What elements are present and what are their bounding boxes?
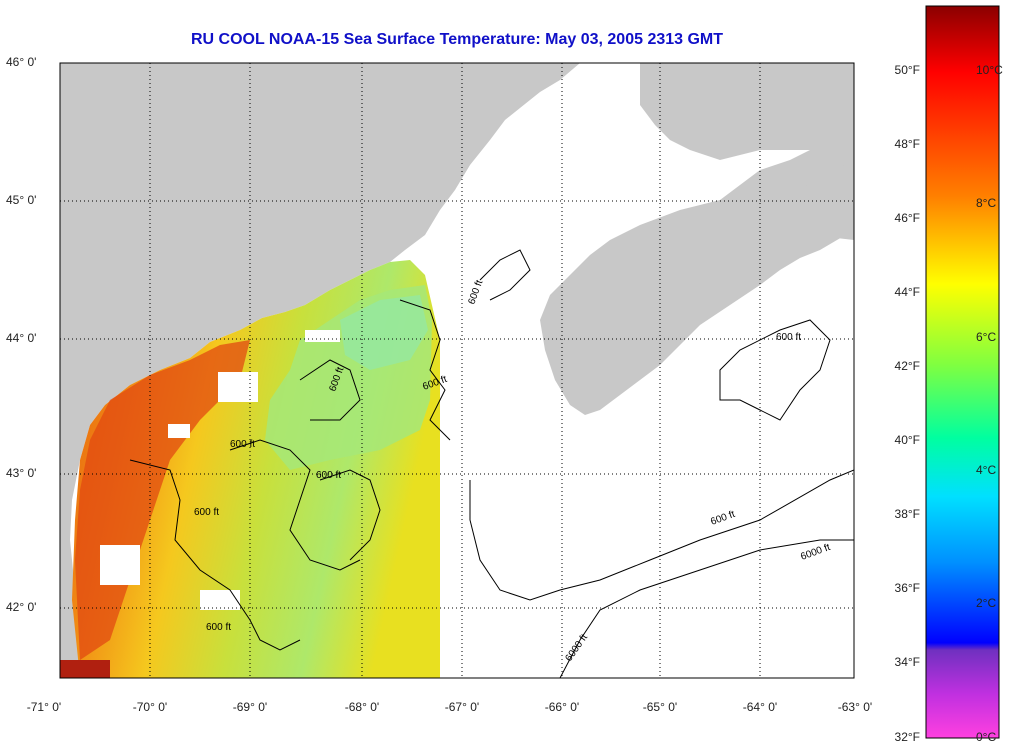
contour-label: 600 ft: [776, 332, 801, 343]
lat-label: 44° 0': [6, 331, 37, 345]
colorbar-f-label: 36°F: [894, 581, 920, 595]
colorbar-f-label: 32°F: [894, 730, 920, 744]
colorbar-f-label: 50°F: [894, 63, 920, 77]
lon-label: -71° 0': [26, 700, 62, 714]
colorbar-f-label: 46°F: [894, 211, 920, 225]
lon-label: -64° 0': [742, 700, 778, 714]
colorbar-c-label: 4°C: [976, 463, 997, 477]
lon-label: -66° 0': [544, 700, 580, 714]
lon-label: -68° 0': [344, 700, 380, 714]
land-nova-scotia: [540, 63, 854, 415]
lat-label: 43° 0': [6, 466, 37, 480]
lat-label: 42° 0': [6, 600, 37, 614]
colorbar-c-label: 0°C: [976, 730, 997, 744]
colorbar-f-label: 44°F: [894, 285, 920, 299]
lat-label: 46° 0': [6, 55, 37, 69]
lon-label: -63° 0': [837, 700, 873, 714]
contour-label: 600 ft: [194, 507, 219, 518]
colorbar-f-label: 48°F: [894, 137, 920, 151]
map-title: RU COOL NOAA-15 Sea Surface Temperature:…: [190, 31, 724, 48]
colorbar-c-label: 10°C: [976, 63, 1003, 77]
contour-label: 600 ft: [230, 439, 255, 450]
lon-label: -67° 0': [444, 700, 480, 714]
lon-label: -65° 0': [642, 700, 678, 714]
colorbar-c-label: 2°C: [976, 596, 997, 610]
contour-label: 600 ft: [316, 470, 341, 481]
land-mainland: [60, 63, 580, 678]
land-cape-breton: [780, 160, 854, 240]
lon-label: -69° 0': [232, 700, 268, 714]
colorbar-f-label: 38°F: [894, 507, 920, 521]
lat-label: 45° 0': [6, 193, 37, 207]
bathymetry-contours: [129, 249, 854, 678]
colorbar-c-label: 8°C: [976, 196, 997, 210]
contour-label: 600 ft: [206, 622, 231, 633]
colorbar: [925, 5, 1000, 739]
colorbar-f-label: 42°F: [894, 359, 920, 373]
lon-label: -70° 0': [132, 700, 168, 714]
colorbar-c-label: 6°C: [976, 330, 997, 344]
colorbar-f-label: 34°F: [894, 655, 920, 669]
colorbar-f-label: 40°F: [894, 433, 920, 447]
